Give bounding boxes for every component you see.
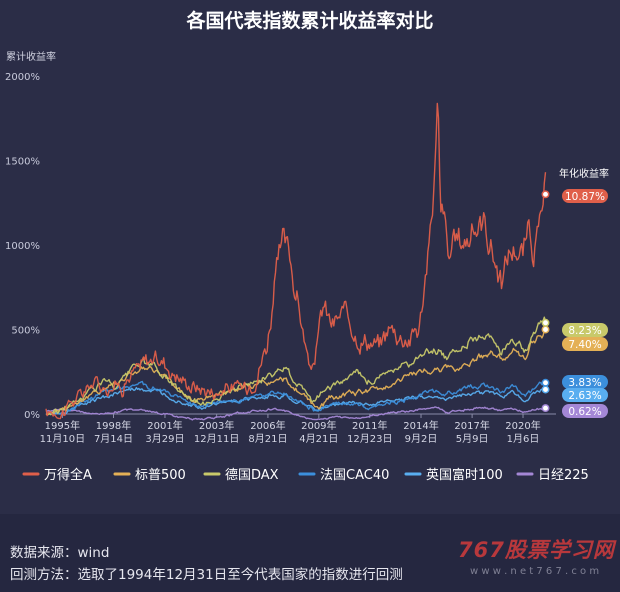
x-tick-label-year: 2009年 (301, 419, 336, 432)
x-tick-label-year: 2011年 (352, 419, 387, 432)
x-tick-label-date: 4月21日 (299, 433, 338, 445)
annual-return-pill (562, 323, 608, 337)
annual-return-value: 2.63% (568, 390, 601, 402)
watermark-url: w w w . n e t 7 6 7 . c o m (470, 566, 600, 577)
legend-label: 日经225 (538, 468, 589, 483)
x-tick-label-year: 2006年 (250, 419, 285, 432)
x-tick-label-year: 2001年 (147, 419, 182, 432)
x-tick-label-date: 11月10日 (40, 433, 85, 445)
annual-return-pill (562, 375, 608, 389)
annual-return-value: 7.40% (568, 339, 601, 351)
x-tick-label-year: 2003年 (199, 419, 234, 432)
x-tick-label-date: 8月21日 (248, 433, 287, 445)
annual-return-pill (562, 337, 608, 351)
annual-return-pill (562, 388, 608, 402)
x-tick-label-year: 2017年 (454, 419, 489, 432)
series-endpoint-3 (541, 378, 550, 387)
legend-label: 法国CAC40 (320, 468, 389, 483)
series-line-0 (45, 102, 547, 420)
series-endpoint-1 (541, 325, 550, 334)
watermark-brand: 767股票学习网 (458, 538, 615, 562)
footer-band (0, 514, 620, 592)
y-tick-label: 2000% (5, 72, 40, 83)
x-tick-label-date: 7月14日 (94, 433, 133, 445)
annual-return-caption: 年化收益率 (559, 167, 609, 180)
annual-return-pill (562, 189, 608, 203)
x-tick-label-date: 12月11日 (194, 433, 239, 445)
y-tick-label: 0% (24, 410, 40, 421)
series-endpoint-2 (541, 318, 550, 327)
legend: 万得全A 标普500 德国DAX 法国CAC40 英国富时100 日经225 (22, 467, 589, 483)
series-line-1 (45, 329, 546, 416)
annual-return-value: 10.87% (565, 191, 605, 203)
x-tick-label-year: 2020年 (505, 419, 540, 432)
x-tick-label-year: 1995年 (45, 419, 80, 432)
series-layer (45, 102, 550, 421)
legend-label: 标普500 (135, 468, 186, 483)
annual-return-value: 8.23% (568, 325, 601, 337)
series-line-5 (45, 406, 546, 421)
chart-title: 各国代表指数累计收益率对比 (186, 10, 434, 32)
annual-return-value: 3.83% (568, 377, 601, 389)
series-line-2 (46, 316, 547, 416)
annual-return-value: 0.62% (568, 406, 601, 418)
x-tick-label-date: 3月29日 (145, 433, 184, 445)
y-tick-label: 1500% (5, 157, 40, 168)
series-line-3 (45, 379, 546, 416)
annual-return-labels: 年化收益率 10.87% 8.23% 7.40% 3.83%2.63% 0.62% (559, 167, 609, 418)
legend-label: 英国富时100 (426, 467, 503, 483)
series-endpoint-5 (541, 404, 550, 413)
legend-label: 万得全A (44, 467, 92, 483)
data-source-note: 数据来源：wind (10, 545, 110, 561)
y-axis-caption: 累计收益率 (6, 52, 56, 63)
x-tick-label-year: 1998年 (96, 419, 131, 432)
x-tick-label-date: 5月9日 (456, 433, 489, 445)
legend-label: 德国DAX (225, 468, 279, 483)
series-endpoint-0 (541, 190, 550, 199)
y-tick-label: 500% (11, 326, 40, 337)
x-tick-label-date: 1月6日 (507, 433, 540, 445)
series-endpoint-4 (541, 385, 550, 394)
x-tick-label-date: 9月2日 (405, 433, 438, 445)
x-tick-label-year: 2014年 (403, 419, 438, 432)
annual-return-pill (562, 404, 608, 418)
backtest-method-note: 回测方法：选取了1994年12月31日至今代表国家的指数进行回测 (10, 567, 403, 583)
x-tick-label-date: 12月23日 (347, 433, 392, 445)
y-tick-label: 1000% (5, 241, 40, 252)
